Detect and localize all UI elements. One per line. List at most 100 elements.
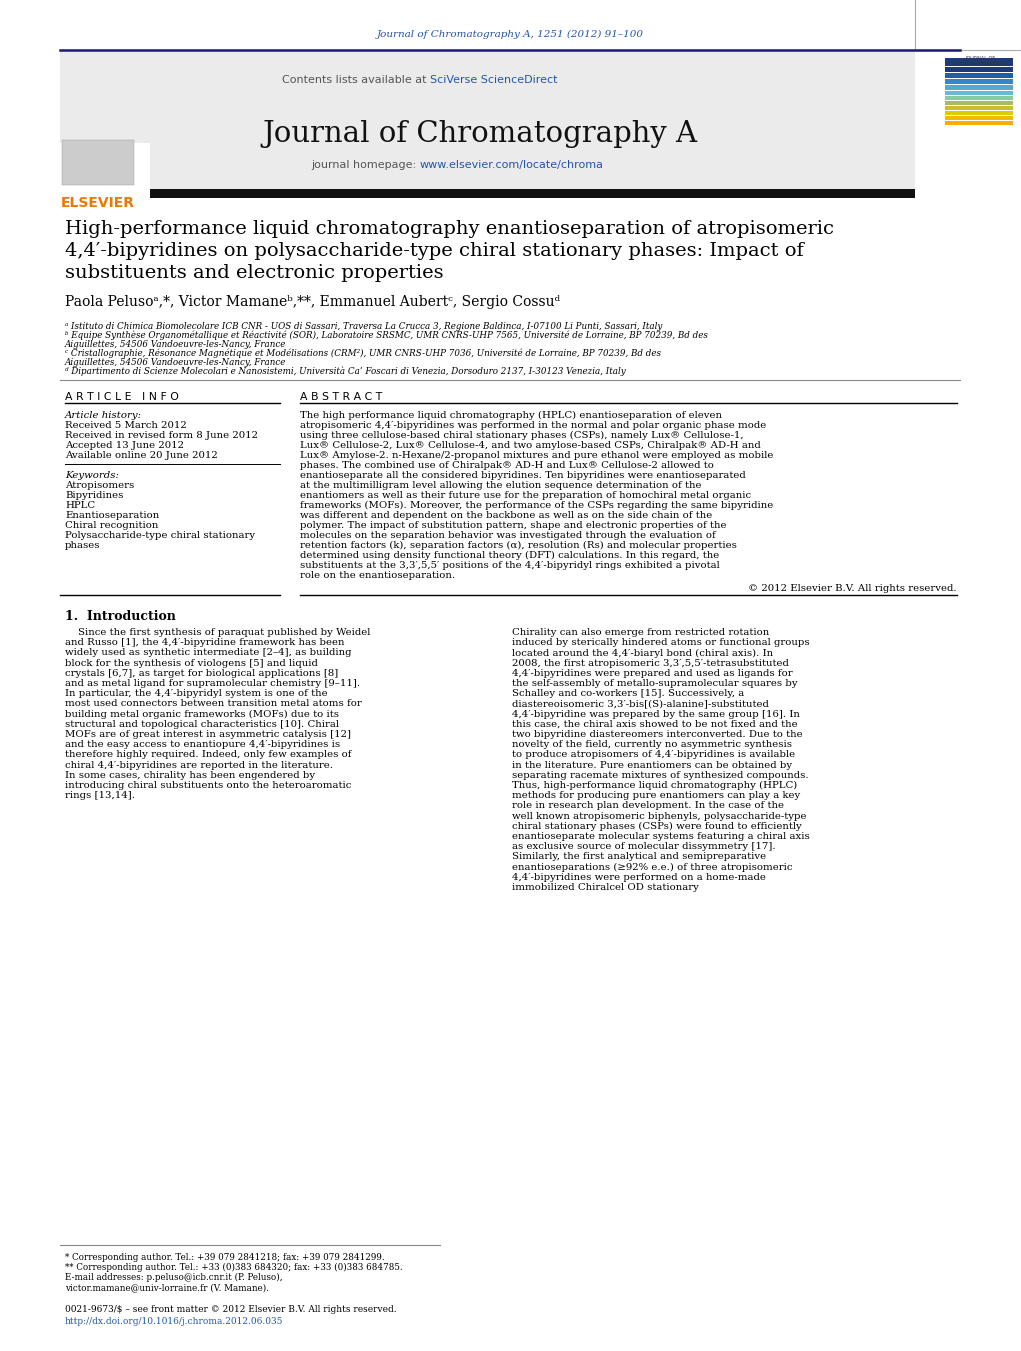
Text: Article history:: Article history: [65, 411, 142, 420]
Text: and as metal ligand for supramolecular chemistry [9–11].: and as metal ligand for supramolecular c… [65, 680, 360, 688]
Bar [945, 85, 1013, 91]
Bar [945, 91, 1013, 95]
Text: widely used as synthetic intermediate [2–4], as building: widely used as synthetic intermediate [2… [65, 648, 351, 658]
Text: * Corresponding author. Tel.: +39 079 2841218; fax: +39 079 2841299.: * Corresponding author. Tel.: +39 079 28… [65, 1252, 385, 1262]
Text: Bipyridines: Bipyridines [65, 490, 124, 500]
Bar [945, 111, 1013, 115]
Text: Journal of Chromatography A, 1251 (2012) 91–100: Journal of Chromatography A, 1251 (2012)… [377, 30, 643, 39]
Text: 2008, the first atropisomeric 3,3′,5,5′-tetrasubstituted: 2008, the first atropisomeric 3,3′,5,5′-… [512, 658, 789, 667]
Text: Received in revised form 8 June 2012: Received in revised form 8 June 2012 [65, 431, 258, 440]
Text: www.elsevier.com/locate/chroma: www.elsevier.com/locate/chroma [420, 159, 604, 170]
Text: well known atropisomeric biphenyls, polysaccharide-type: well known atropisomeric biphenyls, poly… [512, 812, 807, 820]
Text: Available online 20 June 2012: Available online 20 June 2012 [65, 451, 217, 459]
Text: this case, the chiral axis showed to be not fixed and the: this case, the chiral axis showed to be … [512, 720, 797, 728]
Text: A B S T R A C T: A B S T R A C T [300, 392, 382, 403]
Text: Enantioseparation: Enantioseparation [65, 511, 159, 520]
Text: polymer. The impact of substitution pattern, shape and electronic properties of : polymer. The impact of substitution patt… [300, 521, 727, 530]
Text: substituents and electronic properties: substituents and electronic properties [65, 263, 444, 282]
Text: Polysaccharide-type chiral stationary: Polysaccharide-type chiral stationary [65, 531, 255, 540]
Text: substituents at the 3,3′,5,5′ positions of the 4,4′-bipyridyl rings exhibited a : substituents at the 3,3′,5,5′ positions … [300, 561, 720, 570]
Text: Lux® Amylose-2. n-Hexane/2-propanol mixtures and pure ethanol were employed as m: Lux® Amylose-2. n-Hexane/2-propanol mixt… [300, 451, 773, 459]
Text: MOFs are of great interest in asymmetric catalysis [12]: MOFs are of great interest in asymmetric… [65, 730, 351, 739]
Text: phases: phases [65, 540, 100, 550]
Text: The high performance liquid chromatography (HPLC) enantioseparation of eleven: The high performance liquid chromatograp… [300, 411, 722, 420]
Text: separating racemate mixtures of synthesized compounds.: separating racemate mixtures of synthesi… [512, 771, 809, 780]
Text: retention factors (k), separation factors (α), resolution (Rs) and molecular pro: retention factors (k), separation factor… [300, 540, 737, 550]
Text: Accepted 13 June 2012: Accepted 13 June 2012 [65, 440, 184, 450]
Text: and Russo [1], the 4,4′-bipyridine framework has been: and Russo [1], the 4,4′-bipyridine frame… [65, 638, 344, 647]
Text: Similarly, the first analytical and semipreparative: Similarly, the first analytical and semi… [512, 852, 766, 862]
Text: Journal of Chromatography A: Journal of Chromatography A [262, 120, 697, 149]
Text: was different and dependent on the backbone as well as on the side chain of the: was different and dependent on the backb… [300, 511, 713, 520]
Text: as exclusive source of molecular dissymmetry [17].: as exclusive source of molecular dissymm… [512, 842, 776, 851]
Text: and the easy access to enantiopure 4,4′-bipyridines is: and the easy access to enantiopure 4,4′-… [65, 740, 340, 750]
Bar [945, 58, 1013, 66]
Bar [945, 68, 1013, 72]
Text: Lux® Cellulose-2, Lux® Cellulose-4, and two amylose-based CSPs, Chiralpak® AD-H : Lux® Cellulose-2, Lux® Cellulose-4, and … [300, 440, 761, 450]
Text: 4,4′-bipyridines were performed on a home-made: 4,4′-bipyridines were performed on a hom… [512, 873, 766, 882]
Bar [60, 189, 915, 199]
Text: diastereoisomeric 3,3′-bis[(S)-alanine]-substituted: diastereoisomeric 3,3′-bis[(S)-alanine]-… [512, 700, 769, 708]
Text: located around the 4,4′-biaryl bond (chiral axis). In: located around the 4,4′-biaryl bond (chi… [512, 648, 773, 658]
Text: enantioseparate molecular systems featuring a chiral axis: enantioseparate molecular systems featur… [512, 832, 810, 842]
Text: building metal organic frameworks (MOFs) due to its: building metal organic frameworks (MOFs)… [65, 709, 339, 719]
Text: JOURNAL OF
CHROMATOGRAPHY A: JOURNAL OF CHROMATOGRAPHY A [954, 55, 1007, 66]
Text: Chiral recognition: Chiral recognition [65, 521, 158, 530]
Text: phases. The combined use of Chiralpak® AD-H and Lux® Cellulose-2 allowed to: phases. The combined use of Chiralpak® A… [300, 461, 714, 470]
Text: High-performance liquid chromatography enantioseparation of atropisomeric: High-performance liquid chromatography e… [65, 220, 834, 238]
Text: enantioseparate all the considered bipyridines. Ten bipyridines were enantiosepa: enantioseparate all the considered bipyr… [300, 471, 745, 480]
Text: methods for producing pure enantiomers can play a key: methods for producing pure enantiomers c… [512, 792, 800, 800]
Text: ᵇ Equipe Synthèse Organométallique et Réactivité (SOR), Laboratoire SRSMC, UMR C: ᵇ Equipe Synthèse Organométallique et Ré… [65, 331, 708, 340]
Text: Aiguillettes, 54506 Vandoeuvre-les-Nancy, France: Aiguillettes, 54506 Vandoeuvre-les-Nancy… [65, 358, 286, 367]
Bar [945, 96, 1013, 100]
Text: journal homepage:: journal homepage: [311, 159, 420, 170]
Text: Received 5 March 2012: Received 5 March 2012 [65, 422, 187, 430]
Bar [945, 105, 1013, 109]
Text: the self-assembly of metallo-supramolecular squares by: the self-assembly of metallo-supramolecu… [512, 680, 797, 688]
Text: chiral 4,4′-bipyridines are reported in the literature.: chiral 4,4′-bipyridines are reported in … [65, 761, 333, 770]
Text: therefore highly required. Indeed, only few examples of: therefore highly required. Indeed, only … [65, 750, 351, 759]
Bar [60, 143, 150, 199]
Bar [945, 78, 1013, 84]
Text: atropisomeric 4,4′-bipyridines was performed in the normal and polar organic pha: atropisomeric 4,4′-bipyridines was perfo… [300, 422, 766, 430]
Text: most used connectors between transition metal atoms for: most used connectors between transition … [65, 700, 361, 708]
Text: two bipyridine diastereomers interconverted. Due to the: two bipyridine diastereomers interconver… [512, 730, 803, 739]
Text: Schalley and co-workers [15]. Successively, a: Schalley and co-workers [15]. Successive… [512, 689, 744, 698]
Text: molecules on the separation behavior was investigated through the evaluation of: molecules on the separation behavior was… [300, 531, 716, 540]
Text: Thus, high-performance liquid chromatography (HPLC): Thus, high-performance liquid chromatogr… [512, 781, 797, 790]
Text: rings [13,14].: rings [13,14]. [65, 792, 135, 800]
Text: Paola Pelusoᵃ,*, Victor Mamaneᵇ,**, Emmanuel Aubertᶜ, Sergio Cossuᵈ: Paola Pelusoᵃ,*, Victor Mamaneᵇ,**, Emma… [65, 295, 561, 309]
Text: ᵃ Istituto di Chimica Biomolecolare ICB CNR - UOS di Sassari, Traversa La Crucca: ᵃ Istituto di Chimica Biomolecolare ICB … [65, 322, 663, 331]
Text: In some cases, chirality has been engendered by: In some cases, chirality has been engend… [65, 771, 315, 780]
Text: ELSEVIER: ELSEVIER [61, 196, 135, 209]
Bar [62, 141, 134, 185]
Text: determined using density functional theory (DFT) calculations. In this regard, t: determined using density functional theo… [300, 551, 719, 561]
Text: HPLC: HPLC [65, 501, 95, 509]
Text: in the literature. Pure enantiomers can be obtained by: in the literature. Pure enantiomers can … [512, 761, 792, 770]
Text: enantioseparations (≥92% e.e.) of three atropisomeric: enantioseparations (≥92% e.e.) of three … [512, 862, 792, 871]
Text: Since the first synthesis of paraquat published by Weidel: Since the first synthesis of paraquat pu… [65, 628, 371, 638]
Text: In particular, the 4,4′-bipyridyl system is one of the: In particular, the 4,4′-bipyridyl system… [65, 689, 328, 698]
Bar [945, 122, 1013, 126]
Text: ᵈ Dipartimento di Scienze Molecolari e Nanosistemi, Università Ca’ Foscari di Ve: ᵈ Dipartimento di Scienze Molecolari e N… [65, 367, 626, 377]
Text: chiral stationary phases (CSPs) were found to efficiently: chiral stationary phases (CSPs) were fou… [512, 821, 801, 831]
Text: Keywords:: Keywords: [65, 471, 118, 480]
Text: role on the enantioseparation.: role on the enantioseparation. [300, 571, 455, 580]
Text: block for the synthesis of viologens [5] and liquid: block for the synthesis of viologens [5]… [65, 658, 318, 667]
Text: 4,4′-bipyridines were prepared and used as ligands for: 4,4′-bipyridines were prepared and used … [512, 669, 792, 678]
Text: using three cellulose-based chiral stationary phases (CSPs), namely Lux® Cellulo: using three cellulose-based chiral stati… [300, 431, 743, 440]
Text: induced by sterically hindered atoms or functional groups: induced by sterically hindered atoms or … [512, 638, 810, 647]
Bar [915, 0, 1021, 50]
Text: E-mail addresses: p.peluso@icb.cnr.it (P. Peluso),: E-mail addresses: p.peluso@icb.cnr.it (P… [65, 1273, 283, 1282]
Bar [945, 73, 1013, 78]
Text: at the multimilligram level allowing the elution sequence determination of the: at the multimilligram level allowing the… [300, 481, 701, 490]
Text: Contents lists available at: Contents lists available at [282, 76, 430, 85]
Text: © 2012 Elsevier B.V. All rights reserved.: © 2012 Elsevier B.V. All rights reserved… [748, 584, 957, 593]
Text: victor.mamane@univ-lorraine.fr (V. Mamane).: victor.mamane@univ-lorraine.fr (V. Maman… [65, 1283, 269, 1292]
Bar [60, 50, 915, 195]
Text: structural and topological characteristics [10]. Chiral: structural and topological characteristi… [65, 720, 339, 728]
Text: crystals [6,7], as target for biological applications [8]: crystals [6,7], as target for biological… [65, 669, 338, 678]
Text: Chirality can also emerge from restricted rotation: Chirality can also emerge from restricte… [512, 628, 769, 638]
Text: SciVerse ScienceDirect: SciVerse ScienceDirect [430, 76, 557, 85]
Bar [945, 101, 1013, 105]
